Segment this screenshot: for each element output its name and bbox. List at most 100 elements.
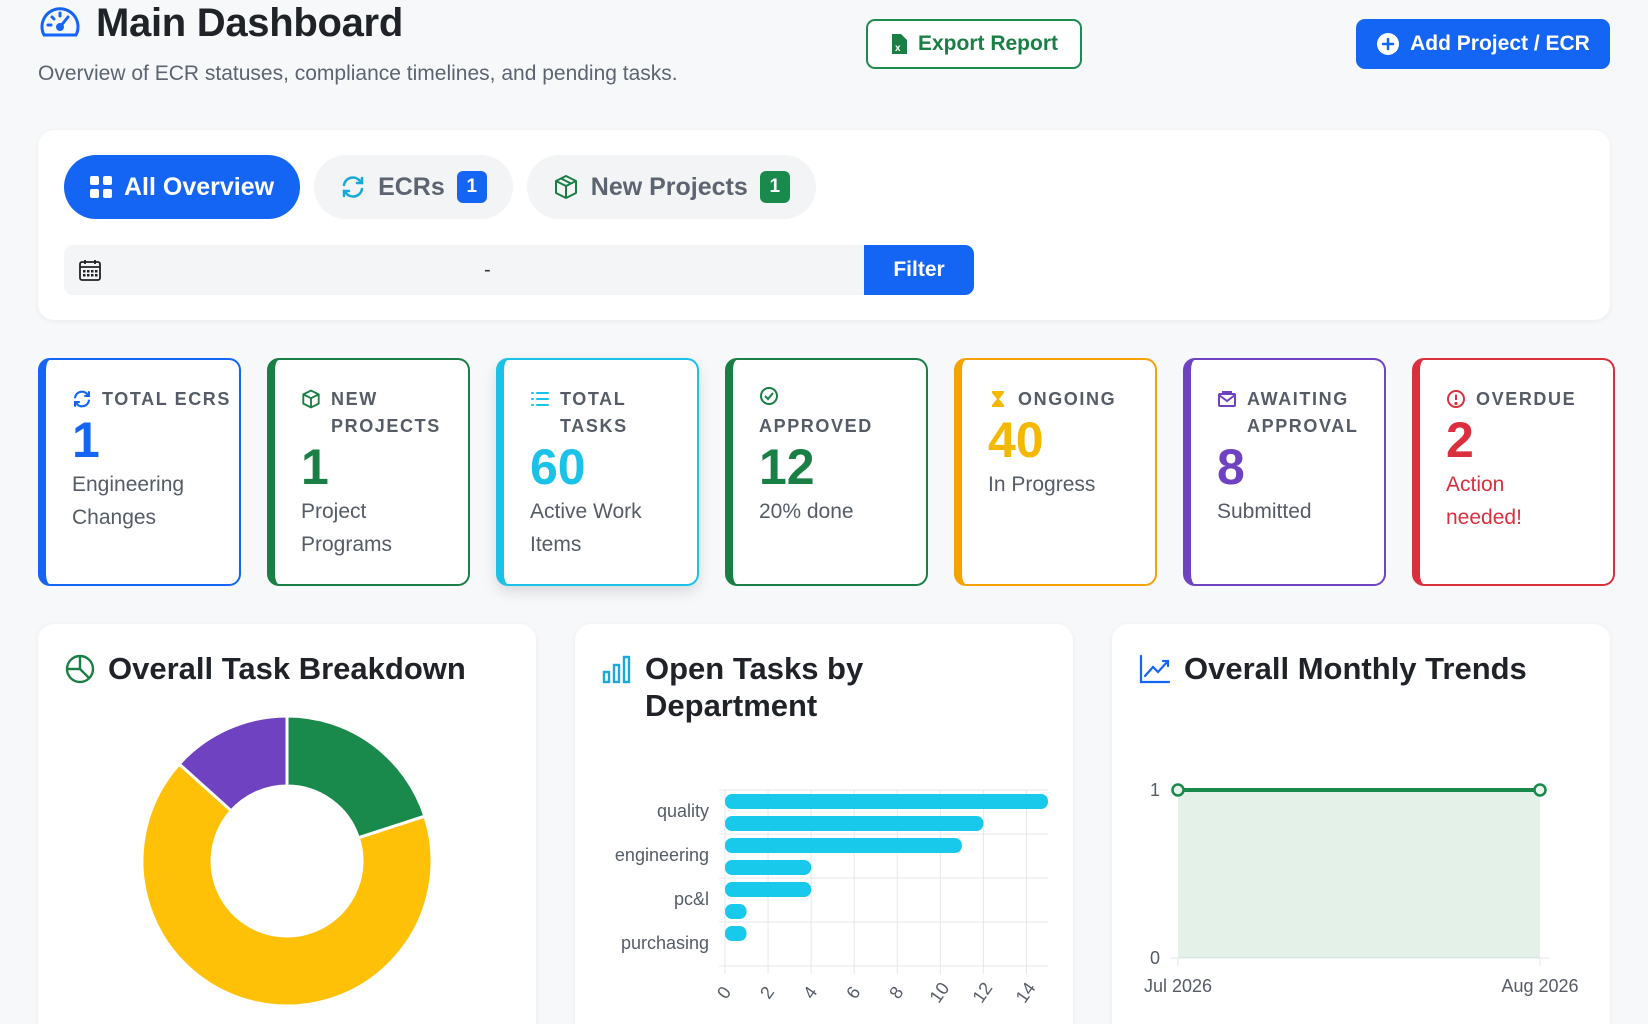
- stat-value: 1: [301, 439, 329, 495]
- view-tabs: All Overview ECRs 1 New Projects 1: [64, 155, 816, 219]
- alert-circle-icon: [1447, 390, 1465, 408]
- tab-new-projects[interactable]: New Projects 1: [526, 155, 816, 219]
- stat-value: 2: [1446, 412, 1474, 468]
- stat-subtext: Active Work Items: [530, 500, 642, 556]
- filter-button[interactable]: Filter: [864, 245, 974, 295]
- x-tick-label: 4: [799, 983, 821, 1003]
- task-breakdown-donut-chart: [140, 714, 434, 1008]
- excel-file-icon: x: [891, 34, 907, 54]
- stat-subtext: In Progress: [988, 473, 1096, 496]
- y-category-label: quality: [657, 801, 709, 821]
- stat-card-total-tasks[interactable]: TOTAL TASKS 60 Active Work Items: [496, 358, 699, 586]
- stat-card-ongoing[interactable]: ONGOING 40 In Progress: [954, 358, 1157, 586]
- stat-label: NEW PROJECTS: [331, 389, 441, 436]
- trend-chart-icon: [1139, 654, 1171, 684]
- box-icon: [302, 389, 320, 409]
- panel-title: Overall Task Breakdown: [108, 651, 466, 686]
- stat-card-total-ecrs[interactable]: TOTAL ECRS 1 Engineering Changes: [38, 358, 241, 586]
- stat-subtext: Submitted: [1217, 500, 1312, 523]
- filter-card: All Overview ECRs 1 New Projects 1: [38, 130, 1610, 320]
- department-bar[interactable]: [725, 794, 1048, 809]
- department-bar-chart: 0 2 4 6 8 10 12 14 quality engineering pc&l purchas…: [615, 789, 1048, 1007]
- trend-area: [1178, 790, 1540, 958]
- stat-subtext: Project Programs: [301, 500, 393, 556]
- stat-label: TOTAL ECRS: [102, 389, 232, 409]
- x-tick-label: Jul 2026: [1144, 976, 1212, 996]
- ecrs-count-badge: 1: [456, 171, 487, 203]
- stat-value: 1: [72, 412, 100, 468]
- y-category-label: engineering: [615, 845, 709, 865]
- page-subtitle: Overview of ECR statuses, compliance tim…: [38, 62, 678, 85]
- donut-slice[interactable]: [140, 761, 434, 1008]
- monthly-trends-panel: Overall Monthly Trends 0 1 Jul 2026 Aug 202…: [1112, 624, 1610, 1024]
- stat-label: AWAITING APPROVAL: [1247, 389, 1359, 436]
- stat-subtext: 20% done: [759, 500, 854, 523]
- export-report-button[interactable]: x Export Report: [866, 19, 1082, 69]
- x-tick-label: 6: [842, 983, 864, 1003]
- panel-title: Overall Monthly Trends: [1184, 651, 1527, 686]
- x-tick-label: 10: [925, 979, 953, 1007]
- calendar-icon[interactable]: [78, 258, 102, 282]
- stat-subtext: Action needed!: [1446, 473, 1522, 529]
- box-icon: [554, 175, 577, 199]
- stat-value: 60: [530, 439, 586, 495]
- stat-cards: TOTAL ECRS 1 Engineering Changes NEW PRO…: [38, 358, 1615, 586]
- y-tick-label: 0: [1150, 948, 1160, 968]
- stat-value: 8: [1217, 439, 1245, 495]
- add-project-ecr-label: Add Project / ECR: [1410, 32, 1590, 55]
- x-tick-label: 14: [1012, 979, 1040, 1007]
- stat-label: TOTAL TASKS: [560, 389, 628, 436]
- department-panel: Open Tasks by Department 0 2 4 6 8 10 12 14 qual…: [575, 624, 1073, 1024]
- tab-label: New Projects: [590, 172, 748, 201]
- stat-card-overdue[interactable]: OVERDUE 2 Action needed!: [1412, 358, 1615, 586]
- page-header: Main Dashboard Overview of ECR statuses,…: [38, 0, 678, 86]
- x-tick-label: Aug 2026: [1501, 976, 1578, 996]
- stat-card-new-projects[interactable]: NEW PROJECTS 1 Project Programs: [267, 358, 470, 586]
- export-report-label: Export Report: [917, 32, 1058, 55]
- date-range-input[interactable]: -: [64, 245, 864, 295]
- tab-ecrs[interactable]: ECRs 1: [314, 155, 513, 219]
- refresh-icon: [342, 176, 364, 198]
- x-tick-label: 12: [969, 979, 997, 1007]
- stat-value: 12: [759, 439, 815, 495]
- x-tick-label: 8: [885, 983, 907, 1003]
- department-bar[interactable]: [725, 882, 812, 897]
- donut-slice[interactable]: [285, 714, 427, 840]
- donut-slice[interactable]: [177, 714, 289, 813]
- x-tick-label: 2: [756, 983, 778, 1003]
- stat-card-awaiting-approval[interactable]: AWAITING APPROVAL 8 Submitted: [1183, 358, 1386, 586]
- hourglass-icon: [992, 391, 1004, 407]
- plus-circle-icon: [1377, 33, 1400, 55]
- stat-label: APPROVED: [759, 416, 873, 436]
- department-bar[interactable]: [725, 816, 984, 831]
- tab-label: ECRs: [378, 172, 445, 201]
- stat-label: OVERDUE: [1476, 389, 1577, 409]
- department-bar[interactable]: [725, 926, 747, 941]
- department-bar[interactable]: [725, 838, 962, 853]
- stat-card-approved[interactable]: APPROVED 12 20% done: [725, 358, 928, 586]
- tab-all-overview[interactable]: All Overview: [64, 155, 301, 219]
- y-category-label: purchasing: [621, 933, 709, 953]
- trend-point[interactable]: [1171, 783, 1185, 797]
- check-circle-icon: [760, 387, 778, 405]
- y-category-label: pc&l: [674, 889, 709, 909]
- speedometer-icon: [40, 7, 80, 37]
- envelope-icon: [1218, 391, 1236, 407]
- svg-text:x: x: [895, 43, 901, 54]
- list-icon: [531, 392, 549, 406]
- grid-icon: [90, 176, 112, 198]
- bar-chart-icon: [602, 655, 631, 684]
- new-projects-count-badge: 1: [759, 171, 790, 203]
- add-project-ecr-button[interactable]: Add Project / ECR: [1356, 19, 1610, 69]
- tab-label: All Overview: [124, 172, 275, 201]
- trend-point[interactable]: [1533, 783, 1547, 797]
- stat-value: 40: [988, 412, 1044, 468]
- task-breakdown-panel: Overall Task Breakdown: [38, 624, 536, 1024]
- panel-title: Open Tasks by Department: [645, 651, 864, 723]
- refresh-icon: [74, 390, 90, 408]
- date-range-filter: - Filter: [64, 245, 974, 295]
- department-bar[interactable]: [725, 904, 747, 919]
- page-title: Main Dashboard: [96, 0, 403, 45]
- department-bar[interactable]: [725, 860, 812, 875]
- x-tick-label: 0: [713, 983, 735, 1003]
